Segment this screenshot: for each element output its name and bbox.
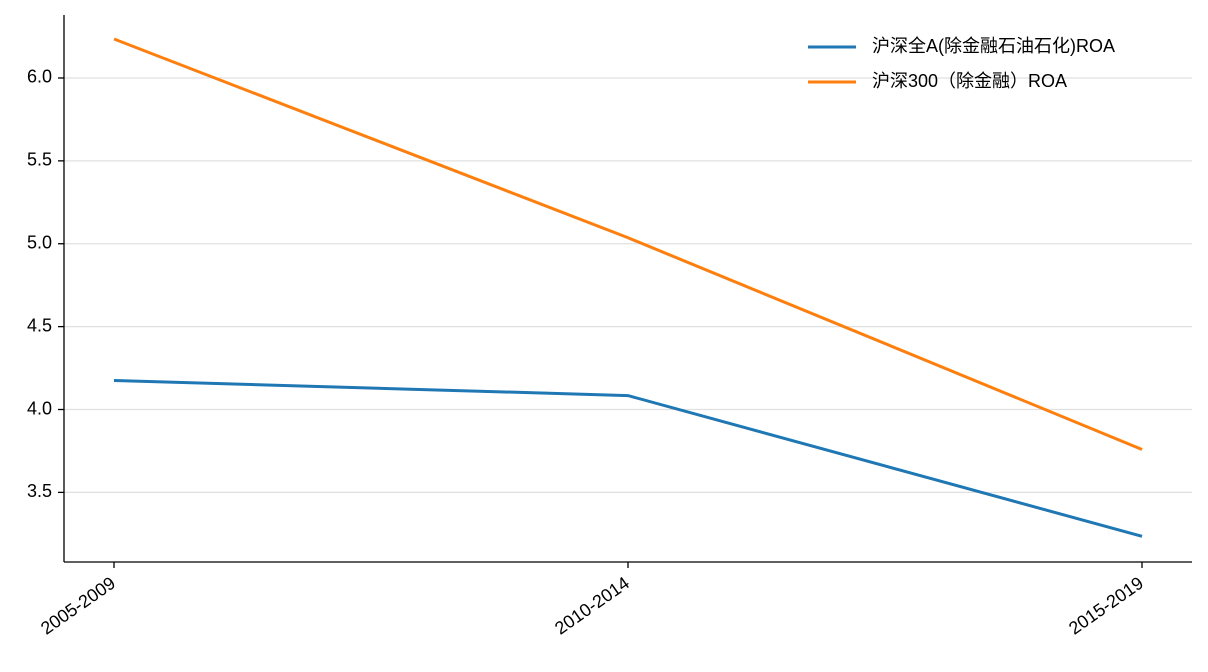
x-tick-label: 2005-2009: [37, 573, 119, 639]
y-tick-label: 4.5: [27, 315, 52, 335]
legend-label: 沪深全A(除金融石油石化)ROA: [872, 36, 1115, 56]
series-line: [113, 37, 1143, 451]
series-line: [113, 378, 1143, 538]
legend-label: 沪深300（除金融）ROA: [872, 71, 1067, 91]
y-tick-label: 6.0: [27, 67, 52, 87]
y-tick-label: 3.5: [27, 481, 52, 501]
y-tick-label: 4.0: [27, 398, 52, 418]
x-tick-label: 2015-2019: [1065, 573, 1147, 639]
y-tick-label: 5.5: [27, 150, 52, 170]
x-tick-label: 2010-2014: [551, 573, 633, 639]
y-tick-label: 5.0: [27, 232, 52, 252]
